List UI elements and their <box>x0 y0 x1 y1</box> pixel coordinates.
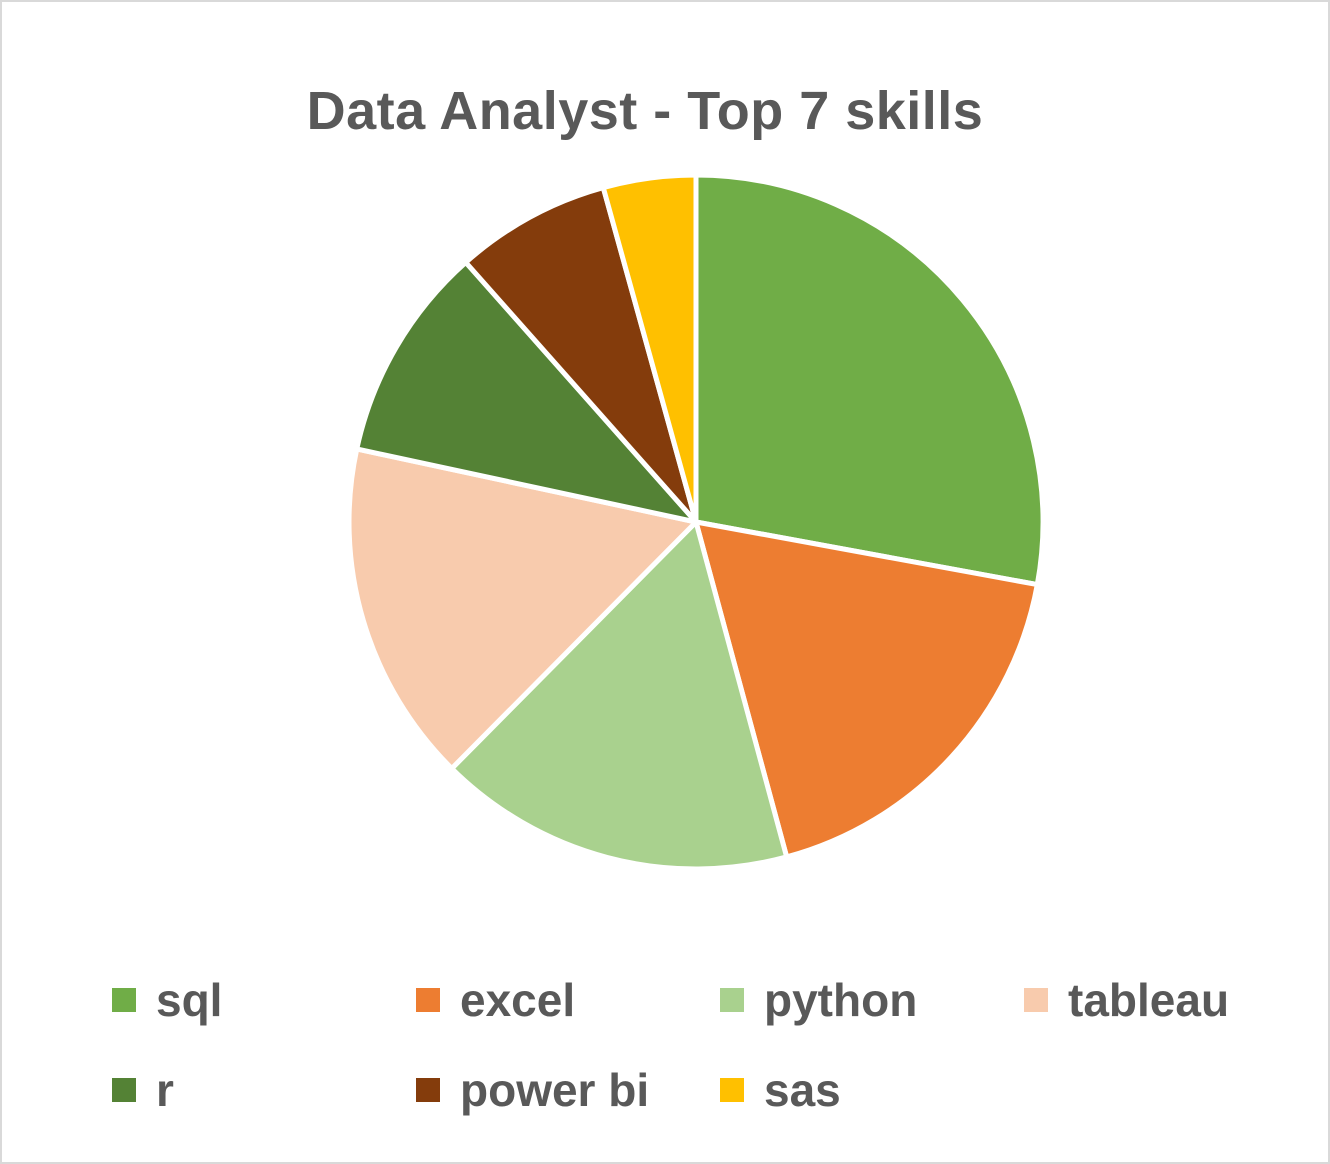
legend-swatch-python <box>720 988 744 1012</box>
legend-swatch-sas <box>720 1078 744 1102</box>
legend-label-python: python <box>764 974 918 1026</box>
pie-slice-sql <box>693 172 1046 588</box>
pie-slice-r <box>354 259 699 525</box>
legend-swatch-excel <box>416 988 440 1012</box>
legend-swatch-power-bi <box>416 1078 440 1102</box>
legend-item-power-bi: power bi <box>416 1060 649 1120</box>
legend-item-tableau: tableau <box>1024 970 1229 1030</box>
legend-label-excel: excel <box>460 974 576 1026</box>
legend-label-sas: sas <box>764 1064 841 1116</box>
legend-label-r: r <box>156 1064 174 1116</box>
legend-swatch-r <box>112 1078 136 1102</box>
pie-slice-power-bi <box>463 185 699 525</box>
legend-label-power-bi: power bi <box>460 1064 650 1116</box>
legend-item-sas: sas <box>720 1060 841 1120</box>
pie-slice-sas <box>600 172 699 525</box>
pie-slices <box>346 172 1046 872</box>
pie-chart <box>346 172 1046 872</box>
legend-label-sql: sql <box>156 974 223 1026</box>
pie-slice-excel <box>693 519 1040 860</box>
chart-title: Data Analyst - Top 7 skills <box>306 81 984 141</box>
legend-item-python: python <box>720 970 917 1030</box>
pie-slice-tableau <box>346 446 699 771</box>
legend-item-excel: excel <box>416 970 575 1030</box>
legend-swatch-sql <box>112 988 136 1012</box>
pie-slice-python <box>449 519 790 872</box>
legend-label-tableau: tableau <box>1068 974 1230 1026</box>
legend-item-sql: sql <box>112 970 222 1030</box>
legend-swatch-tableau <box>1024 988 1048 1012</box>
legend-item-r: r <box>112 1060 174 1120</box>
